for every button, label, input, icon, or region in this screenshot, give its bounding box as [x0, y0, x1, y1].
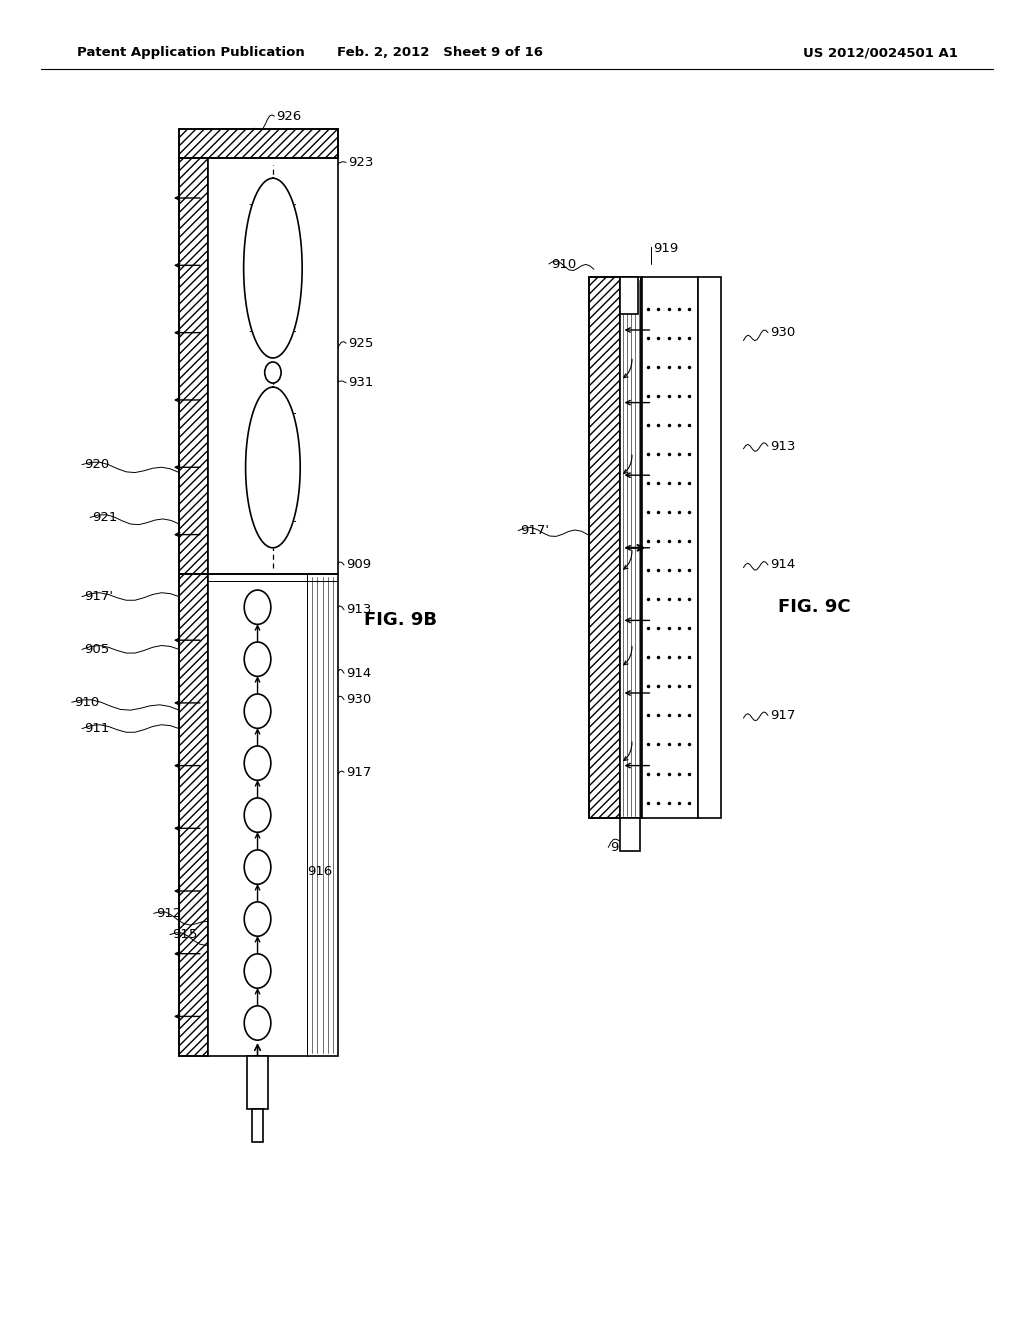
Text: 913: 913 [346, 603, 372, 616]
Circle shape [244, 746, 270, 780]
Bar [589, 277, 620, 818]
Bar [179, 574, 208, 1056]
Text: 930: 930 [346, 693, 372, 706]
Text: 911: 911 [84, 722, 110, 735]
Circle shape [244, 1006, 270, 1040]
Text: Feb. 2, 2012   Sheet 9 of 16: Feb. 2, 2012 Sheet 9 of 16 [337, 46, 544, 59]
Bar [179, 129, 338, 158]
Bar [642, 277, 698, 818]
Text: 905: 905 [84, 643, 110, 656]
Bar [179, 574, 208, 1056]
Text: 917: 917 [346, 766, 372, 779]
Text: 917': 917' [520, 524, 549, 537]
Bar [208, 158, 338, 574]
Circle shape [244, 797, 270, 833]
Text: 914: 914 [346, 667, 372, 680]
Text: 926: 926 [276, 110, 302, 123]
Bar [248, 1056, 268, 1109]
Text: 923: 923 [348, 156, 374, 169]
Text: 917': 917' [84, 590, 113, 603]
Bar [252, 1109, 262, 1142]
Text: 931: 931 [348, 376, 374, 389]
Bar [698, 277, 721, 818]
Bar [620, 277, 642, 818]
Text: 914: 914 [770, 558, 796, 572]
Text: 913: 913 [770, 440, 796, 453]
Text: 909: 909 [346, 558, 372, 572]
Text: 915: 915 [172, 928, 198, 941]
Text: FIG. 9B: FIG. 9B [364, 611, 436, 630]
Bar [589, 277, 620, 818]
Text: 930: 930 [770, 326, 796, 339]
Bar [179, 129, 338, 158]
Text: 920: 920 [84, 458, 110, 471]
Bar [208, 574, 338, 1056]
Circle shape [244, 694, 270, 729]
Text: 918: 918 [610, 841, 636, 854]
Text: 916: 916 [307, 865, 333, 878]
Polygon shape [244, 178, 302, 358]
Text: 910: 910 [551, 257, 577, 271]
Text: 921: 921 [92, 511, 118, 524]
Text: 912: 912 [156, 907, 181, 920]
Bar [620, 277, 638, 314]
Text: 917: 917 [770, 709, 796, 722]
Text: 925: 925 [348, 337, 374, 350]
Circle shape [244, 590, 270, 624]
Polygon shape [246, 387, 300, 548]
Text: 910: 910 [74, 696, 99, 709]
Circle shape [264, 362, 281, 383]
Circle shape [244, 902, 270, 936]
Text: US 2012/0024501 A1: US 2012/0024501 A1 [803, 46, 957, 59]
Text: FIG. 9C: FIG. 9C [778, 598, 851, 616]
Text: 919: 919 [653, 242, 679, 255]
Bar [179, 158, 208, 574]
Bar [620, 818, 640, 851]
Bar [208, 158, 338, 574]
Text: Patent Application Publication: Patent Application Publication [77, 46, 304, 59]
Circle shape [244, 642, 270, 676]
Bar [179, 158, 208, 574]
Circle shape [244, 954, 270, 989]
Circle shape [244, 850, 270, 884]
